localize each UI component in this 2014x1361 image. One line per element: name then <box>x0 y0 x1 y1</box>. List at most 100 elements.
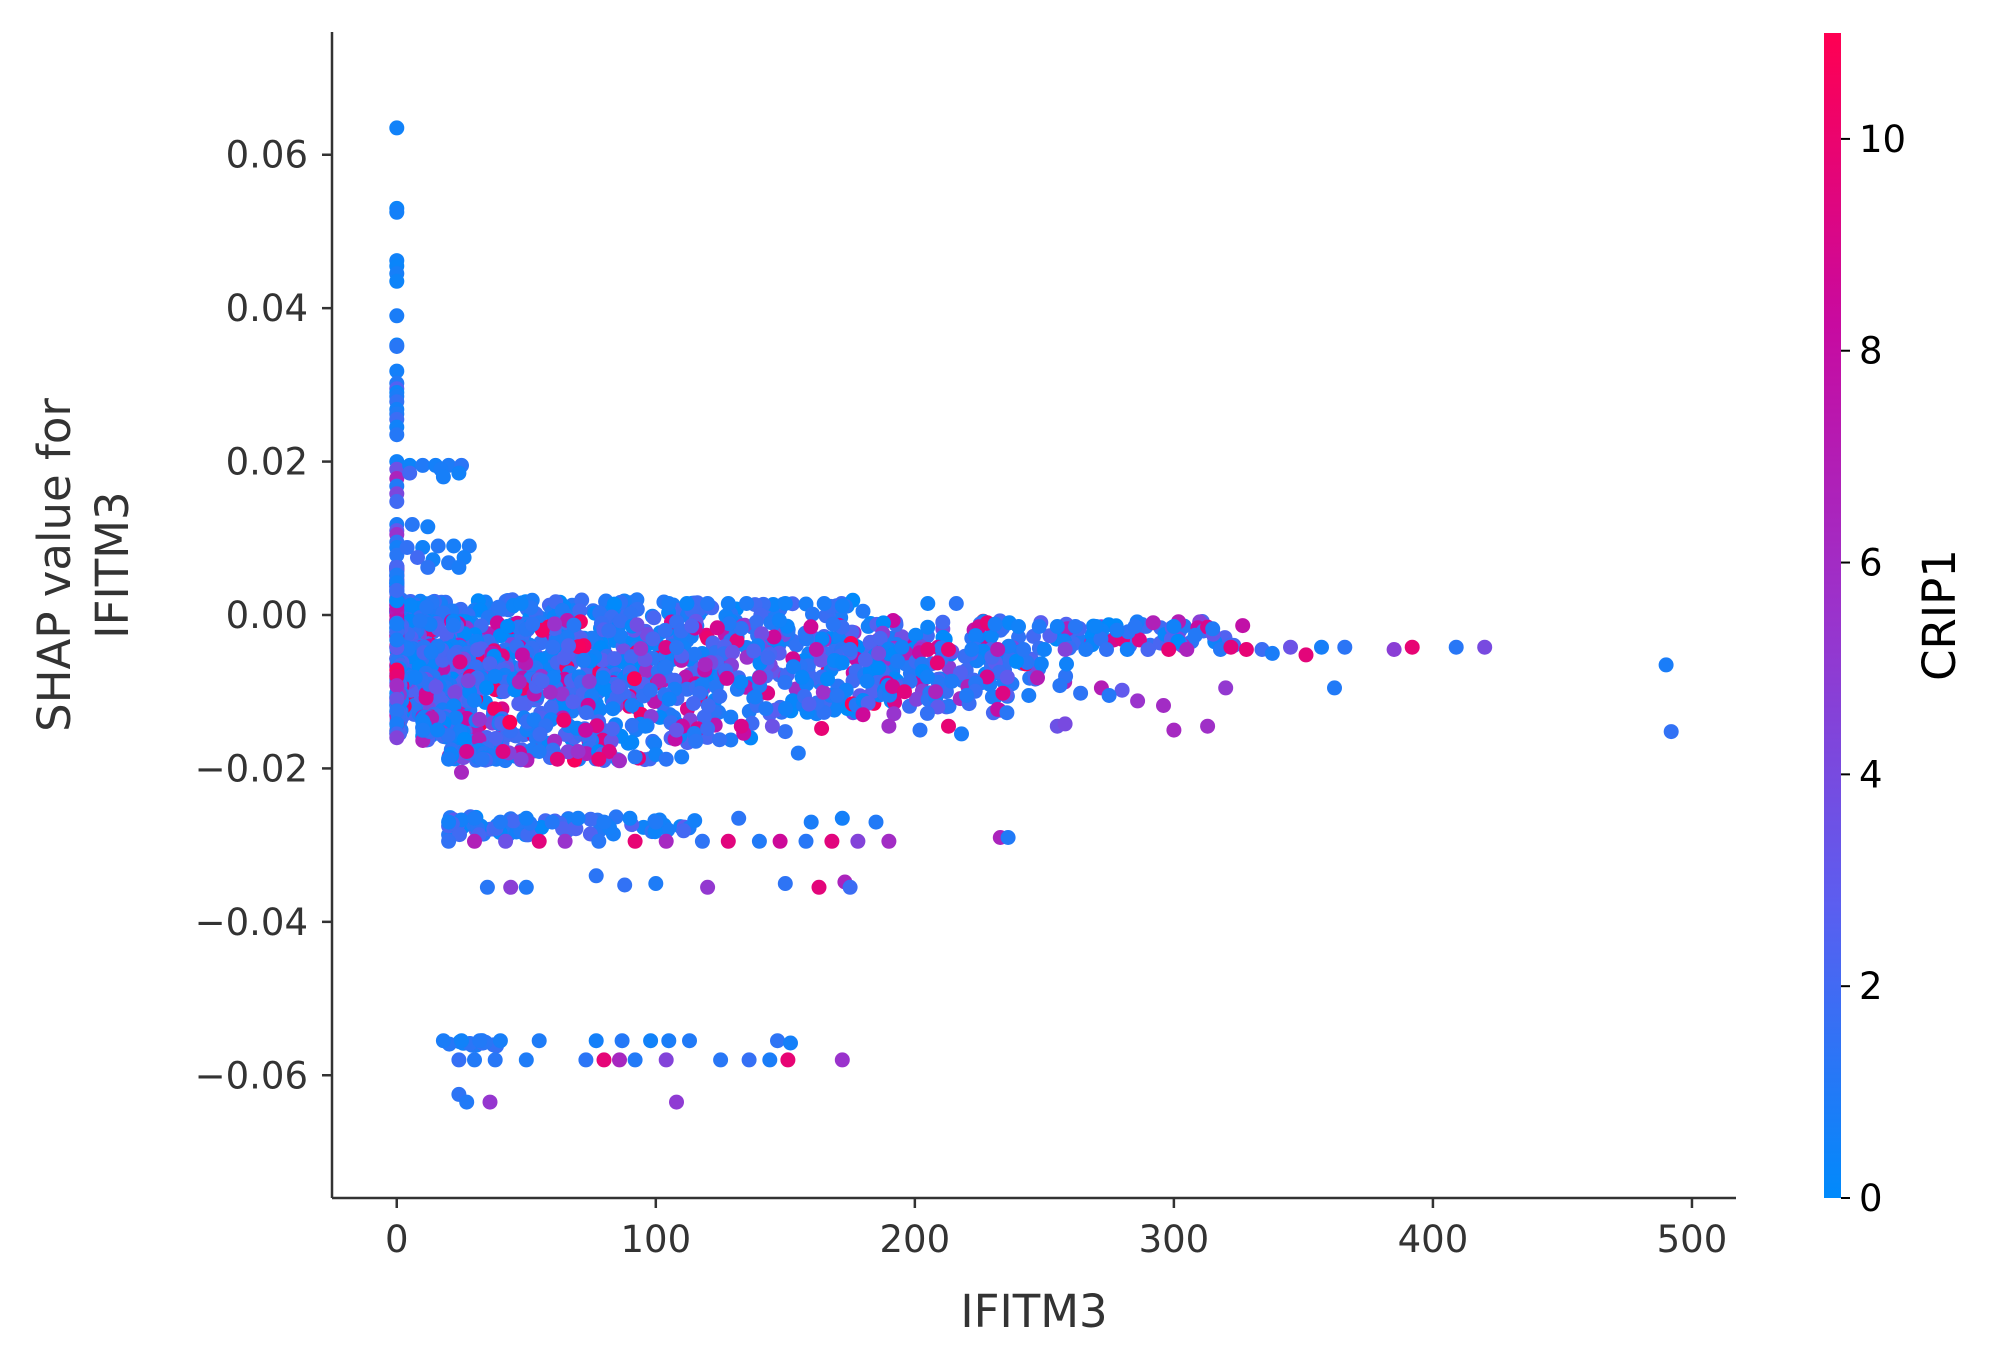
data-point <box>766 629 782 645</box>
y-axis-label: SHAP value for IFITM3 <box>28 398 139 732</box>
data-point <box>415 457 431 473</box>
data-point <box>731 810 747 826</box>
data-point <box>661 596 677 611</box>
data-point <box>624 734 640 750</box>
data-point <box>808 642 824 657</box>
data-point <box>1011 619 1026 634</box>
data-point <box>389 678 405 694</box>
data-point <box>612 753 627 769</box>
data-point <box>601 744 617 759</box>
data-point <box>389 339 405 354</box>
data-point <box>601 623 617 639</box>
data-point <box>990 642 1006 657</box>
data-point <box>610 679 626 695</box>
data-point <box>495 744 511 759</box>
colorbar-label: CRIP1 <box>1913 549 1966 681</box>
data-point <box>596 1052 612 1068</box>
data-point <box>1161 642 1177 657</box>
data-point <box>578 1052 594 1068</box>
data-point <box>544 814 560 830</box>
data-point <box>643 1033 659 1049</box>
data-point <box>881 718 897 734</box>
data-point <box>570 744 586 759</box>
data-point <box>721 616 737 632</box>
data-point <box>578 705 594 721</box>
data-point <box>1088 619 1104 634</box>
data-point <box>1166 722 1182 738</box>
data-point <box>487 668 503 684</box>
data-point <box>842 879 858 895</box>
data-point <box>658 1052 674 1068</box>
data-point <box>479 879 495 895</box>
data-point <box>669 1094 684 1110</box>
data-point <box>660 822 676 838</box>
data-point <box>451 1052 467 1068</box>
data-point <box>909 691 924 707</box>
colorbar-ticks: 0 2 4 6 8 10 <box>1841 118 1906 1220</box>
data-point <box>612 613 628 629</box>
data-point <box>1327 680 1342 696</box>
x-tick-label: 300 <box>1139 1218 1210 1261</box>
data-point <box>624 697 640 713</box>
data-point <box>987 616 1003 632</box>
data-point <box>389 691 405 707</box>
data-point <box>542 684 558 700</box>
data-point <box>855 603 871 619</box>
data-point <box>794 669 810 685</box>
data-point <box>713 1052 729 1068</box>
data-point <box>760 650 776 666</box>
data-point <box>834 1052 850 1068</box>
data-point <box>496 684 512 699</box>
data-point <box>1264 645 1280 661</box>
data-point <box>805 606 820 622</box>
colorbar-tick-label: 2 <box>1859 965 1883 1008</box>
data-point <box>1179 642 1195 657</box>
data-point <box>1314 639 1329 655</box>
data-point <box>454 1033 469 1049</box>
data-point <box>770 1033 785 1049</box>
data-point <box>547 616 563 632</box>
data-point <box>389 730 405 746</box>
data-point <box>871 645 887 661</box>
data-point <box>825 616 841 632</box>
data-point <box>645 631 661 647</box>
data-point <box>820 671 835 687</box>
data-point <box>531 833 547 849</box>
data-point <box>855 707 871 723</box>
data-point <box>1156 698 1171 713</box>
data-point <box>700 879 716 895</box>
data-point <box>1049 619 1065 634</box>
data-point <box>492 814 508 830</box>
data-point <box>549 751 565 767</box>
data-point <box>451 465 467 481</box>
data-point <box>803 814 819 830</box>
data-point <box>1238 642 1254 657</box>
data-point <box>824 833 840 849</box>
data-point <box>543 700 559 716</box>
data-point <box>979 669 995 685</box>
data-point <box>1200 718 1216 734</box>
data-point <box>459 1094 475 1110</box>
data-point <box>627 833 643 849</box>
data-point <box>688 733 704 749</box>
data-point <box>459 744 475 759</box>
data-point <box>948 596 964 611</box>
data-point <box>638 663 654 679</box>
data-point <box>661 1033 677 1049</box>
data-point <box>1166 619 1182 634</box>
y-axis-label-line-1: SHAP value for <box>28 398 81 732</box>
data-point <box>407 670 423 685</box>
data-point <box>658 659 674 675</box>
data-point <box>935 614 951 630</box>
data-point <box>389 494 405 509</box>
data-point <box>451 559 467 575</box>
data-point <box>500 618 516 634</box>
data-point <box>752 670 768 685</box>
data-point <box>747 689 763 705</box>
data-point <box>595 670 611 686</box>
data-point <box>525 616 541 632</box>
data-point <box>389 120 405 136</box>
data-point <box>920 642 936 657</box>
data-point <box>679 596 695 611</box>
data-point <box>402 597 418 613</box>
